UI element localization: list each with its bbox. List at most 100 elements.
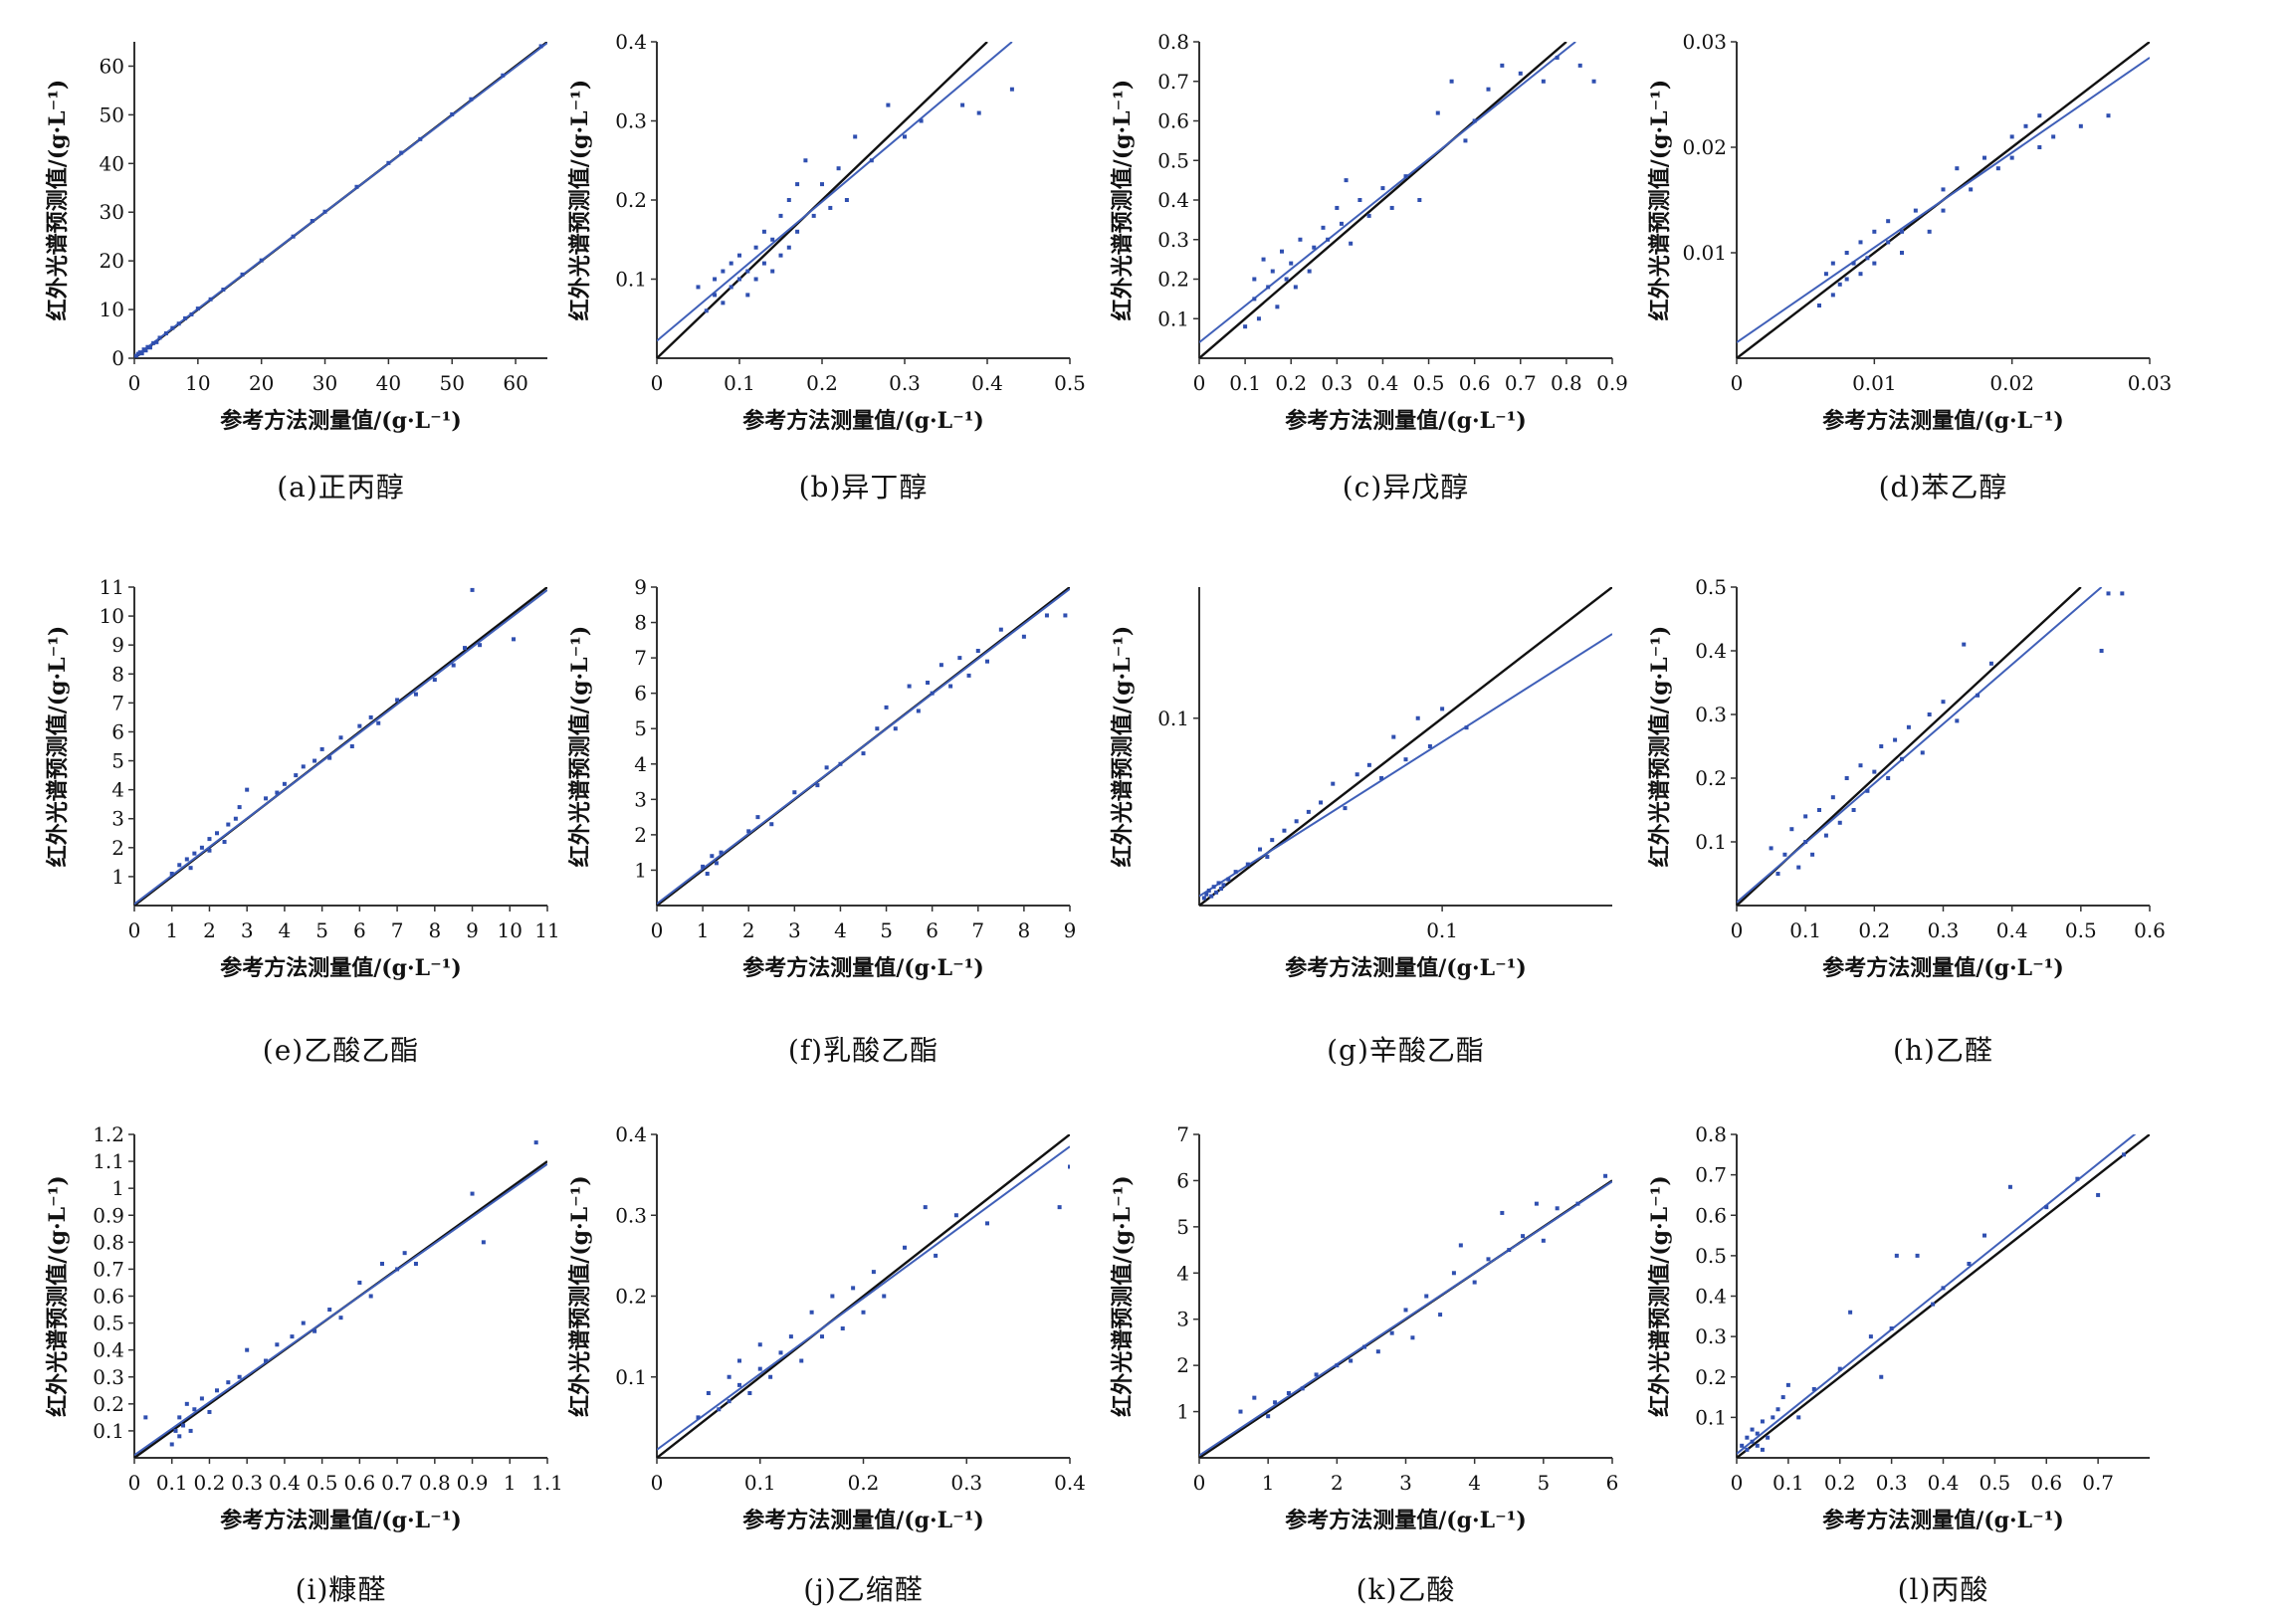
data-point — [1771, 1415, 1775, 1420]
x-tick-label: 0.5 — [2065, 918, 2097, 942]
data-point — [177, 1415, 182, 1420]
data-point — [1534, 1201, 1539, 1206]
chart-panel-h: 0 0.1 0.2 0.3 0.4 0.5 0.6 0.1 0.2 0.3 0.4 0.5 参考方法测量… — [1647, 575, 2166, 981]
y-tick-label: 0.2 — [615, 1285, 647, 1309]
data-point — [354, 184, 359, 189]
x-tick-label: 1.1 — [531, 1471, 563, 1495]
x-tick-label: 0.7 — [381, 1471, 413, 1495]
data-point — [1298, 237, 1303, 242]
data-point — [2007, 1184, 2012, 1189]
x-tick-label: 60 — [503, 371, 527, 395]
data-point — [1252, 1395, 1257, 1400]
x-tick-label: 0.9 — [1596, 371, 1628, 395]
scatter-plot-i: 0 0.1 0.2 0.3 0.4 0.5 0.6 0.7 0.8 0.9 1 1.10.10.20.… — [45, 1122, 563, 1533]
y-tick-label: 0.3 — [1157, 228, 1189, 252]
x-tick-label: 7 — [391, 918, 404, 942]
x-tick-label: 5 — [315, 918, 328, 942]
data-point — [1265, 855, 1270, 860]
y-axis-label: 红外光谱预测值/(g·L⁻¹) — [567, 80, 593, 321]
x-tick-label: 6 — [926, 918, 938, 942]
y-tick-label: 0.7 — [1695, 1163, 1727, 1187]
y-tick-label: 10 — [100, 298, 124, 321]
x-tick-label: 0.5 — [1979, 1471, 2010, 1495]
x-tick-label: 10 — [185, 371, 210, 395]
x-tick-label: 10 — [498, 918, 522, 942]
data-point — [1782, 852, 1787, 857]
x-tick-label: 0 — [651, 918, 664, 942]
x-axis-label: 参考方法测量值/(g·L⁻¹) — [220, 1508, 462, 1533]
x-axis-label: 参考方法测量值/(g·L⁻¹) — [1285, 408, 1527, 434]
data-point — [189, 311, 194, 316]
data-point — [853, 134, 858, 139]
data-point — [2051, 134, 2056, 139]
data-point — [1380, 186, 1385, 191]
data-point — [222, 840, 227, 844]
data-point — [1886, 240, 1891, 245]
data-point — [957, 656, 962, 661]
data-point — [770, 269, 775, 274]
data-point — [1865, 256, 1870, 261]
x-tick-label: 0.8 — [1551, 371, 1582, 395]
data-point — [1366, 762, 1371, 767]
x-tick-label: 1 — [504, 1471, 517, 1495]
x-tick-label: 2 — [1331, 1471, 1344, 1495]
data-point — [713, 293, 718, 298]
y-tick-label: 6 — [634, 682, 647, 706]
ideal-line — [1199, 42, 1567, 358]
y-tick-label: 0 — [111, 346, 124, 370]
data-point — [154, 339, 159, 344]
data-point — [778, 213, 783, 218]
data-point — [795, 182, 800, 187]
regression-line — [134, 1162, 547, 1457]
data-point — [1389, 1330, 1394, 1335]
data-point — [1415, 715, 1420, 720]
data-point — [1463, 138, 1468, 143]
data-point — [478, 643, 483, 648]
y-tick-label: 20 — [100, 249, 124, 273]
data-point — [357, 1280, 362, 1285]
x-tick-label: 3 — [788, 918, 801, 942]
y-tick-label: 0.5 — [93, 1312, 124, 1335]
data-point — [861, 751, 866, 756]
data-point — [875, 726, 880, 731]
x-tick-label: 40 — [376, 371, 401, 395]
x-tick-label: 8 — [428, 918, 441, 942]
data-point — [2037, 145, 2042, 149]
data-point — [893, 726, 898, 731]
x-tick-label: 0.1 — [1789, 918, 1821, 942]
data-point — [705, 872, 710, 876]
ideal-line — [1737, 1134, 2150, 1458]
x-tick-label: 0.6 — [2134, 918, 2166, 942]
data-point — [1500, 63, 1505, 68]
y-tick-label: 0.1 — [615, 1365, 647, 1389]
data-point — [177, 1434, 182, 1439]
data-point — [163, 331, 168, 336]
data-point — [1282, 828, 1287, 833]
data-point — [1335, 1363, 1340, 1368]
data-point — [237, 1374, 242, 1379]
y-tick-label: 0.8 — [1157, 30, 1189, 54]
y-tick-label: 1.1 — [93, 1149, 124, 1173]
y-tick-label: 0.3 — [615, 109, 647, 133]
data-point — [327, 755, 332, 760]
x-tick-label: 9 — [466, 918, 479, 942]
data-point — [1889, 1326, 1894, 1330]
panel-caption-c: (c)异戊醇 — [1342, 471, 1470, 504]
regression-line — [1737, 57, 2150, 343]
x-tick-label: 0 — [128, 371, 141, 395]
data-point — [501, 73, 506, 78]
data-point — [294, 773, 299, 778]
data-point — [809, 1310, 814, 1315]
x-tick-label: 1 — [1262, 1471, 1275, 1495]
y-tick-label: 0.4 — [1695, 1285, 1727, 1309]
data-point — [768, 1374, 773, 1379]
x-axis-label: 参考方法测量值/(g·L⁻¹) — [1285, 1508, 1527, 1533]
x-tick-label: 50 — [440, 371, 465, 395]
chart-panel-c: 0 0.1 0.2 0.3 0.4 0.5 0.6 0.7 0.8 0.9 0.1 0.2 0.3 0.4… — [1110, 30, 1628, 434]
x-axis-label: 参考方法测量值/(g·L⁻¹) — [1822, 1508, 2064, 1533]
data-point — [1256, 316, 1261, 321]
data-point — [147, 345, 152, 350]
y-axis-label: 红外光谱预测值/(g·L⁻¹) — [567, 626, 593, 868]
data-point — [1009, 87, 1014, 92]
data-point — [380, 1262, 384, 1266]
